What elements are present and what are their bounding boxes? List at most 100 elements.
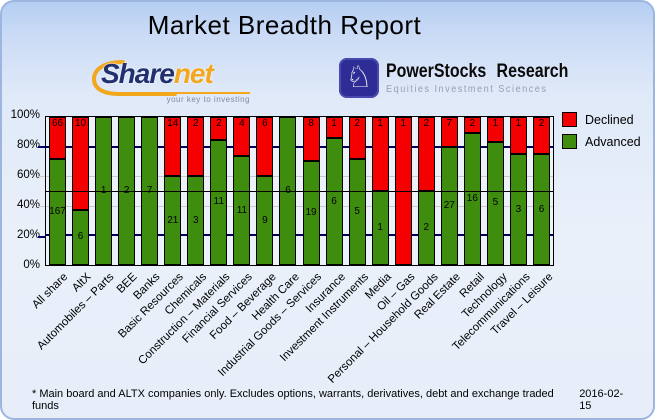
advanced-segment bbox=[325, 138, 343, 265]
advanced-segment bbox=[486, 141, 504, 265]
declined-segment bbox=[533, 117, 550, 154]
advanced-count-label: 5 bbox=[354, 206, 360, 218]
declined-segment bbox=[49, 117, 67, 159]
declined-segment bbox=[417, 117, 435, 191]
advanced-segment bbox=[256, 176, 274, 265]
advanced-segment bbox=[440, 147, 458, 265]
declined-count-label: 1 bbox=[377, 118, 383, 129]
advanced-count-label: 2 bbox=[423, 222, 430, 233]
sharenet-wordmark: Sharenet bbox=[101, 58, 214, 90]
declined-count-label: 2 bbox=[193, 118, 199, 129]
sharenet-net-text: net bbox=[173, 58, 214, 89]
x-axis-label: All share bbox=[29, 271, 71, 312]
bar-slot: 8 19 bbox=[300, 117, 323, 265]
bar-slot: 2 16 bbox=[461, 117, 484, 265]
bar-Travel – Leisure: 26 bbox=[533, 117, 550, 265]
declined-segment bbox=[187, 117, 205, 177]
bar-Industrial Goods – Services: 8 19 bbox=[302, 117, 320, 265]
footnote: * Main board and ALTX companies only. Ex… bbox=[32, 388, 554, 412]
declined-segment bbox=[486, 117, 504, 142]
advanced-segment bbox=[72, 209, 90, 265]
page-title: Market Breadth Report bbox=[147, 10, 422, 40]
powerstocks-logo: ♘ PowerStocks Research Equities Investme… bbox=[339, 58, 603, 98]
declined-segment bbox=[509, 117, 527, 154]
chart-legend: Declined Advanced bbox=[562, 112, 641, 156]
bar-All share: 66 167 bbox=[49, 117, 67, 265]
y-axis-tick-label: 60% bbox=[16, 169, 40, 181]
declined-count-label: 10 bbox=[75, 118, 87, 129]
declined-count-label: 2 bbox=[469, 118, 476, 129]
declined-count-label: 1 bbox=[331, 118, 337, 129]
declined-count-label: 1 bbox=[492, 118, 499, 129]
declined-count-label: 1 bbox=[515, 118, 522, 129]
y-axis-tick-mark bbox=[38, 176, 45, 177]
advanced-count-label: 19 bbox=[305, 206, 317, 218]
declined-count-label: 8 bbox=[308, 118, 314, 129]
bar-Construction – Materials: 2 11 bbox=[210, 117, 228, 265]
advanced-segment bbox=[302, 160, 320, 265]
bar-Investment Instruments: 25 bbox=[348, 117, 366, 265]
declined-segment bbox=[325, 117, 343, 139]
bar-AltX: 10 6 bbox=[72, 117, 90, 265]
bar-Retail: 2 16 bbox=[463, 117, 481, 265]
sharenet-logo: Sharenet your key to investing bbox=[87, 56, 252, 106]
bar-Personal – Household Goods: 22 bbox=[417, 117, 435, 265]
advanced-count-label: 6 bbox=[285, 185, 291, 196]
advanced-count-label: 6 bbox=[538, 203, 545, 215]
bar-slot: 2 11 bbox=[207, 117, 230, 265]
footer: * Main board and ALTX companies only. Ex… bbox=[2, 388, 653, 412]
advanced-count-label: 7 bbox=[146, 185, 153, 196]
gridline-40pct bbox=[46, 205, 553, 207]
advanced-count-label: 11 bbox=[213, 196, 225, 208]
declined-count-label: 4 bbox=[239, 118, 245, 129]
declined-count-label: 2 bbox=[216, 118, 222, 129]
sharenet-swoosh-icon bbox=[91, 60, 177, 96]
sharenet-share-text: Share bbox=[101, 58, 175, 89]
advanced-segment bbox=[463, 133, 481, 265]
advanced-count-label: 1 bbox=[377, 222, 383, 233]
advanced-count-label: 9 bbox=[262, 214, 268, 226]
advanced-count-label: 21 bbox=[167, 214, 179, 226]
bar-Financial Services: 4 11 bbox=[233, 117, 251, 265]
declined-segment bbox=[233, 117, 251, 157]
declined-count-label: 2 bbox=[538, 118, 545, 129]
advanced-segment bbox=[509, 154, 527, 265]
bar-Food – Beverage: 69 bbox=[256, 117, 274, 265]
declined-count-label: 66 bbox=[51, 118, 64, 129]
sharenet-tagline: your key to investing bbox=[166, 92, 250, 104]
legend-item-advanced: Advanced bbox=[562, 134, 641, 149]
advanced-count-label: 27 bbox=[443, 200, 455, 212]
y-axis-tick-mark bbox=[38, 146, 45, 148]
y-axis-tick-label: 80% bbox=[16, 139, 40, 151]
declined-count-label: 14 bbox=[167, 118, 179, 129]
advanced-segment bbox=[348, 159, 366, 265]
bar-slot: 7 27 bbox=[438, 117, 461, 265]
declined-segment bbox=[463, 117, 481, 134]
powerstocks-subtitle: Equities Investment Sciences bbox=[386, 84, 548, 95]
powerstocks-title: PowerStocks Research bbox=[386, 61, 569, 82]
advanced-count-label: 167 bbox=[49, 205, 66, 217]
gridline-80pct bbox=[46, 145, 553, 148]
advanced-segment bbox=[533, 154, 550, 265]
advanced-segment bbox=[187, 176, 205, 265]
gridline-60pct bbox=[46, 176, 553, 178]
bar-slot: 10 6 bbox=[69, 117, 92, 265]
y-axis-tick-label: 100% bbox=[10, 109, 40, 121]
gridline-20pct bbox=[46, 234, 553, 237]
declined-segment bbox=[371, 117, 389, 191]
declined-segment bbox=[440, 117, 458, 148]
legend-label-declined: Declined bbox=[585, 112, 634, 127]
